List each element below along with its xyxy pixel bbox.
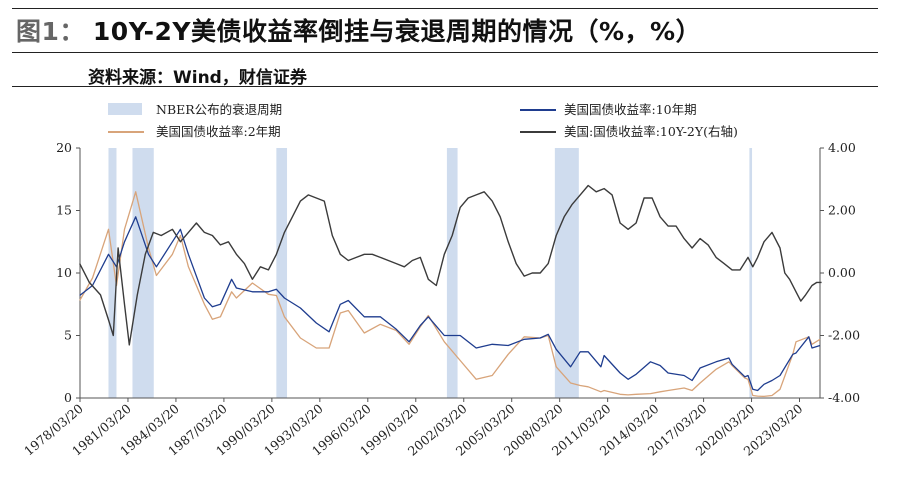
recession-band-0 <box>108 148 117 398</box>
page-title: 图1： 10Y-2Y美债收益率倒挂与衰退周期的情况（%，%） <box>16 12 701 48</box>
recession-bands <box>108 148 753 398</box>
title-top-rule <box>12 8 878 9</box>
y-right-tick-1: -2.00 <box>828 328 860 343</box>
recession-band-5 <box>749 148 753 398</box>
series-line-spread <box>79 184 822 346</box>
recession-band-1 <box>132 148 154 398</box>
recession-band-3 <box>446 148 458 398</box>
y-right-tick-3: 2.00 <box>828 203 856 218</box>
y-right-tick-2: 0.00 <box>828 265 856 280</box>
series-line-us10y <box>79 216 821 392</box>
y-right-tick-0: -4.00 <box>828 390 860 405</box>
recession-band-2 <box>276 148 288 398</box>
data-source: 资料来源：Wind，财信证券 <box>88 68 307 88</box>
y-right-tick-4: 4.00 <box>828 140 856 155</box>
legend-label-us2y: 美国国债收益率:2年期 <box>156 124 281 139</box>
y-left-tick-0: 0 <box>64 390 72 405</box>
chart-series <box>79 184 822 398</box>
title-bottom-rule <box>12 52 878 53</box>
y-left-tick-2: 10 <box>56 265 72 280</box>
legend-swatch-recession <box>108 103 142 115</box>
y-left-tick-1: 5 <box>64 328 72 343</box>
figure-title: 10Y-2Y美债收益率倒挂与衰退周期的情况（%，%） <box>92 17 702 46</box>
legend-label-spread: 美国:国债收益率:10Y-2Y(右轴) <box>564 124 738 139</box>
figure-number: 图1： <box>16 17 85 46</box>
y-left-tick-3: 15 <box>56 203 72 218</box>
legend-label-us10y: 美国国债收益率:10年期 <box>564 102 697 117</box>
legend-label-recession: NBER公布的衰退周期 <box>156 102 282 117</box>
series-line-us2y <box>79 191 821 398</box>
chart-legend: NBER公布的衰退周期 美国国债收益率:10年期 美国国债收益率:2年期 美国:… <box>108 102 738 139</box>
source-rule <box>12 86 878 87</box>
recession-band-4 <box>554 148 579 398</box>
y-left-tick-4: 20 <box>56 140 72 155</box>
